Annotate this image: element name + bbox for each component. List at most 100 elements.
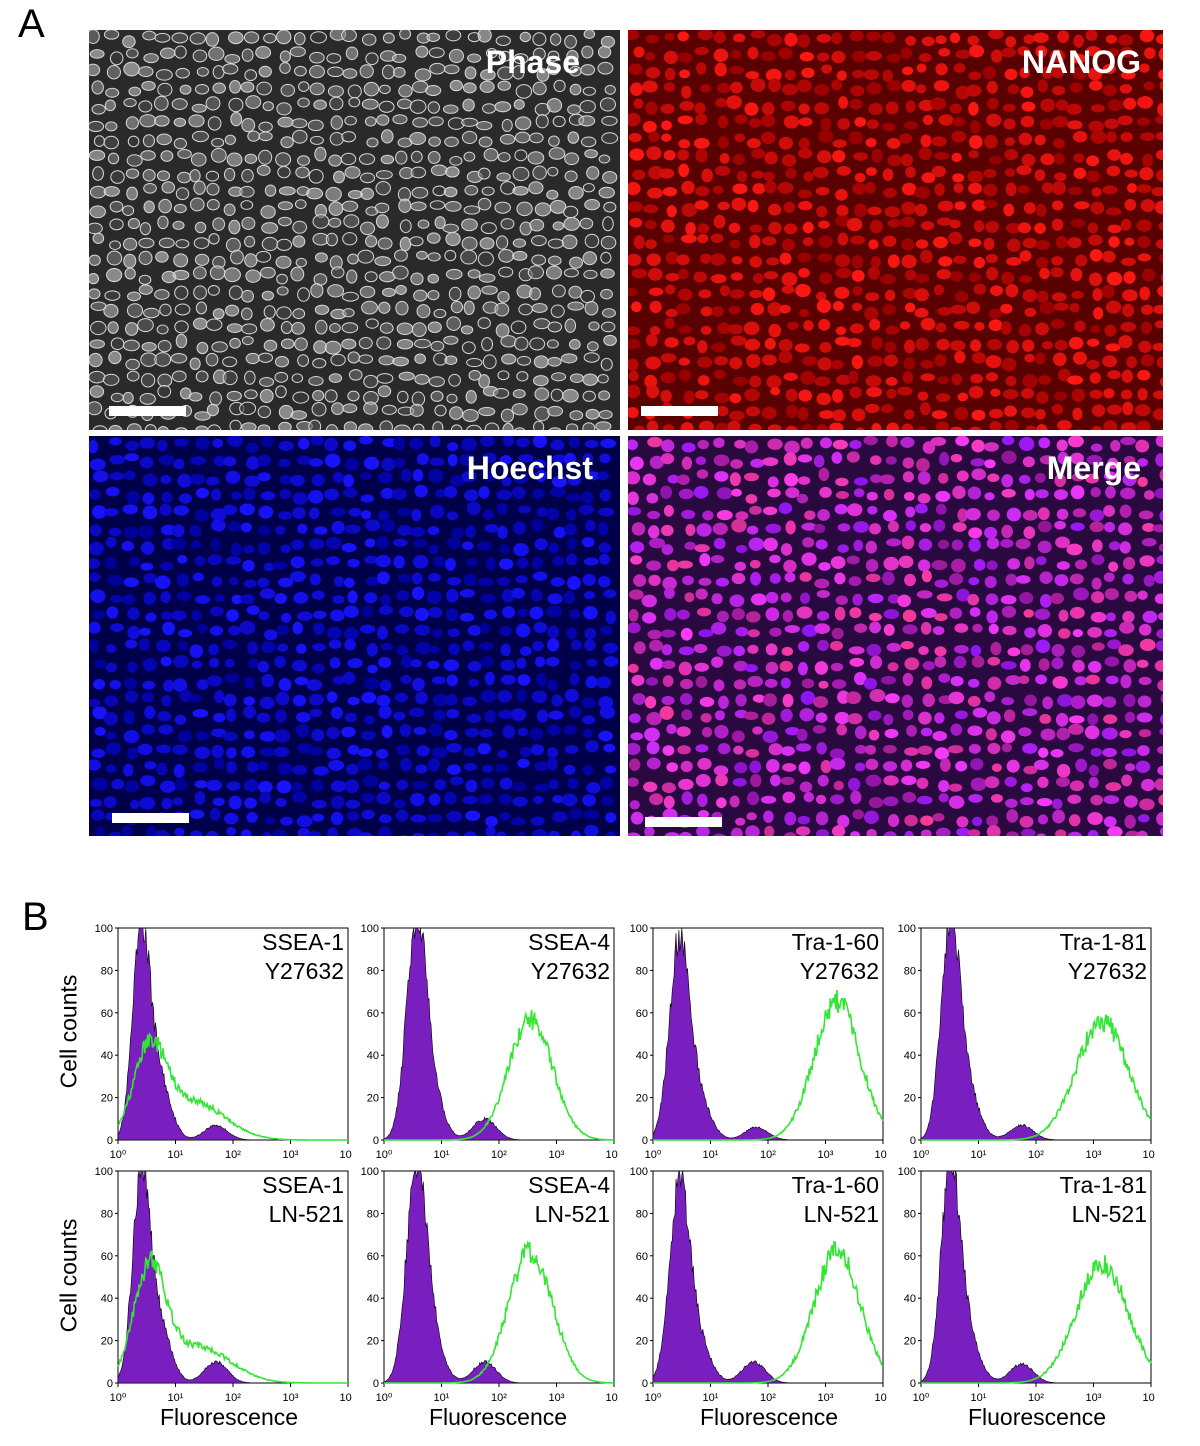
cell-nucleus [1125,830,1140,836]
x-tick-label: 10³ [283,1149,299,1161]
cell-nucleus [602,216,614,232]
cell-nucleus [239,620,256,635]
cell-nucleus [212,82,226,94]
cell-nucleus [662,576,677,591]
cell-nucleus [852,182,867,195]
cell-nucleus [348,507,362,517]
cell-nucleus [290,539,304,551]
cell-nucleus [1123,271,1136,284]
cell-nucleus [123,710,135,725]
cell-nucleus [921,220,935,231]
cell-nucleus [784,440,800,455]
cell-nucleus [189,32,206,45]
cell-nucleus [990,641,1002,656]
cell-nucleus [462,640,475,652]
cell-nucleus [1057,694,1073,707]
cell-nucleus [516,688,527,703]
cell-nucleus [797,34,811,48]
cell-nucleus [730,459,743,469]
cell-nucleus [497,749,508,759]
cell-nucleus [427,150,441,164]
cell-nucleus [345,46,359,61]
cell-nucleus [970,758,984,771]
cell-nucleus [660,103,675,114]
panel-b-letter: B [22,895,49,939]
cell-nucleus [734,114,748,124]
y-tick-label: 0 [642,1378,648,1390]
cell-nucleus [987,98,999,110]
cell-nucleus [461,218,478,232]
cell-nucleus [699,553,711,567]
cell-nucleus [851,408,866,422]
cell-nucleus [546,98,563,113]
cell-nucleus [661,644,673,656]
cell-nucleus [629,800,640,810]
cell-nucleus [1066,103,1082,115]
cell-nucleus [603,743,616,753]
cell-nucleus [863,677,878,690]
cell-nucleus [476,120,493,131]
cell-nucleus [1110,439,1121,452]
cell-nucleus [797,252,812,263]
cell-nucleus [1089,80,1103,91]
cell-nucleus [415,691,428,705]
cell-nucleus [467,285,481,300]
cell-nucleus [710,233,724,243]
cell-nucleus [1104,588,1119,600]
cell-nucleus [376,373,394,384]
cell-nucleus [883,556,899,571]
cell-nucleus [1005,798,1018,808]
cell-nucleus [868,102,883,115]
cell-nucleus [1002,103,1016,112]
cell-nucleus [599,625,613,635]
cell-nucleus [324,389,338,403]
cell-nucleus [430,390,444,402]
cell-nucleus [938,48,951,57]
cell-nucleus [297,827,311,836]
cell-nucleus [242,559,255,572]
cell-nucleus [477,197,492,211]
cell-nucleus [292,129,308,144]
cell-nucleus [189,169,201,183]
marker-histogram-line [117,1032,348,1141]
cell-nucleus [1126,356,1137,369]
cell-nucleus [241,422,257,430]
cell-nucleus [448,643,460,655]
cell-nucleus [731,608,745,621]
cell-nucleus [501,118,513,132]
cell-nucleus [887,814,900,828]
cell-nucleus [189,357,201,371]
condition-name: LN-521 [803,1201,879,1227]
cell-nucleus [226,323,243,334]
cell-nucleus [745,825,760,836]
cell-nucleus [1050,66,1065,79]
cell-nucleus [226,152,243,167]
cell-nucleus [751,170,765,179]
cell-nucleus [582,715,596,725]
cell-nucleus [498,266,514,278]
cell-nucleus [887,254,900,268]
cell-nucleus [228,576,240,586]
cell-nucleus [293,591,309,604]
cell-nucleus [481,186,495,196]
cell-nucleus [1068,336,1084,350]
cell-nucleus [410,166,427,179]
cell-nucleus [694,200,709,210]
cell-nucleus [1158,47,1163,61]
cell-nucleus [157,384,172,398]
cell-nucleus [836,724,848,736]
cell-nucleus [1021,153,1036,167]
cell-nucleus [449,79,463,92]
cell-nucleus [735,693,747,707]
cell-nucleus [819,272,833,285]
cell-nucleus [378,355,395,366]
cell-nucleus [716,405,729,417]
cell-nucleus [448,286,462,302]
cell-nucleus [103,796,117,808]
cell-nucleus [937,200,954,212]
cell-nucleus [240,522,252,533]
cell-nucleus [222,731,238,742]
cell-nucleus [104,507,119,517]
cell-nucleus [329,323,341,333]
cell-nucleus [990,49,1003,63]
